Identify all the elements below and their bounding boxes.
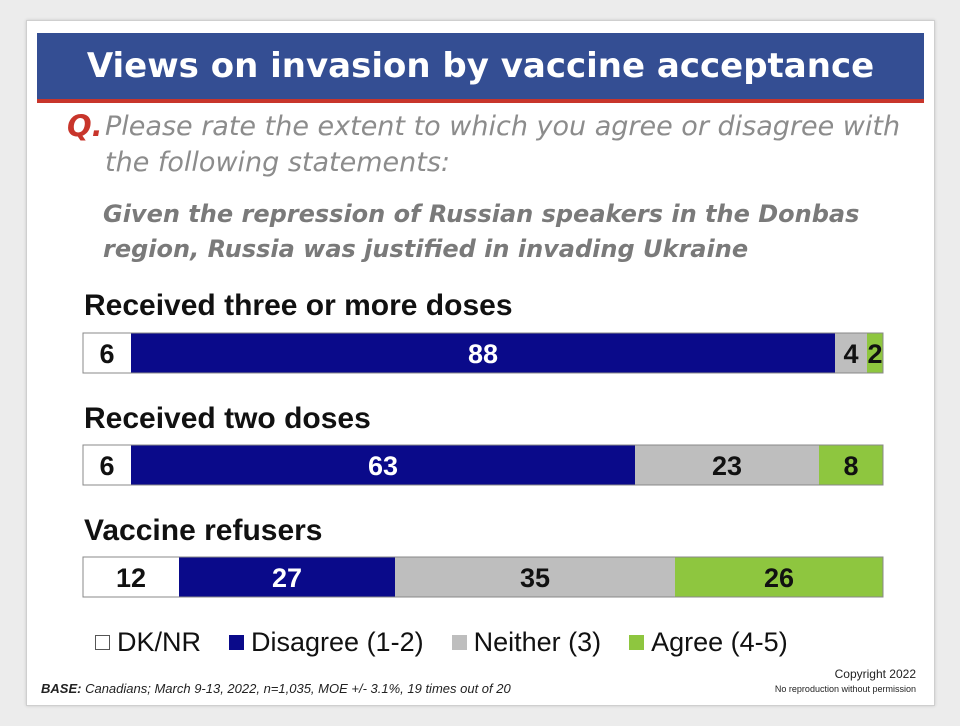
legend-swatch-dknr bbox=[95, 635, 110, 650]
bar-segment-0-0 bbox=[83, 333, 131, 373]
legend-label-disagree: Disagree (1-2) bbox=[251, 627, 424, 657]
bar-segment-0-1 bbox=[131, 333, 835, 373]
base-label: BASE: bbox=[41, 681, 82, 696]
bar-label-0-3: 2 bbox=[867, 339, 882, 369]
base-text: Canadians; March 9-13, 2022, n=1,035, MO… bbox=[85, 681, 511, 696]
legend: DK/NR Disagree (1-2) Neither (3) Agree (… bbox=[95, 627, 816, 658]
copyright: Copyright 2022 No reproduction without p… bbox=[775, 667, 916, 694]
bar-label-1-3: 8 bbox=[843, 451, 858, 481]
bar-frame-0 bbox=[82, 332, 884, 374]
bar-label-2-1: 27 bbox=[272, 563, 302, 593]
bar-segment-1-1 bbox=[131, 445, 635, 485]
stacked-bar-chart: 6 88 4 26 63 23 812 27 35 26 bbox=[82, 332, 884, 598]
copyright-notice: No reproduction without permission bbox=[774, 684, 916, 694]
legend-label-neither: Neither (3) bbox=[473, 627, 602, 657]
question-text: Please rate the extent to which you agre… bbox=[105, 111, 901, 178]
bar-label-1-2: 23 bbox=[712, 451, 742, 481]
legend-swatch-agree bbox=[629, 635, 645, 650]
bar-label-1-1: 63 bbox=[368, 451, 398, 481]
slide: Views on invasion by vaccine acceptance … bbox=[26, 20, 935, 706]
category-label-1: Received two doses bbox=[84, 402, 371, 435]
chart-title: Views on invasion by vaccine acceptance bbox=[86, 46, 875, 86]
legend-item-dknr: DK/NR bbox=[95, 627, 201, 658]
category-label-0: Received three or more doses bbox=[84, 289, 513, 322]
copyright-text: Copyright 2022 bbox=[834, 667, 916, 681]
bar-label-2-0: 12 bbox=[116, 563, 146, 593]
bar-frame-2 bbox=[82, 556, 884, 598]
bar-segment-2-3 bbox=[675, 557, 883, 597]
bar-segment-0-3 bbox=[867, 333, 883, 373]
bar-frame-1 bbox=[82, 444, 884, 486]
bar-segment-0-2 bbox=[835, 333, 867, 373]
base-note: BASE: Canadians; March 9-13, 2022, n=1,0… bbox=[41, 681, 511, 696]
bar-segment-1-2 bbox=[635, 445, 819, 485]
title-bar: Views on invasion by vaccine acceptance bbox=[37, 33, 924, 103]
bar-segment-2-0 bbox=[83, 557, 179, 597]
legend-item-neither: Neither (3) bbox=[451, 627, 602, 658]
legend-item-agree: Agree (4-5) bbox=[629, 627, 788, 658]
bar-segment-2-2 bbox=[395, 557, 675, 597]
legend-item-disagree: Disagree (1-2) bbox=[229, 627, 424, 658]
bar-segment-1-0 bbox=[83, 445, 131, 485]
statement-text: Given the repression of Russian speakers… bbox=[103, 200, 860, 263]
category-label-2: Vaccine refusers bbox=[84, 514, 323, 547]
bar-label-1-0: 6 bbox=[99, 451, 114, 481]
legend-label-agree: Agree (4-5) bbox=[651, 627, 788, 657]
legend-swatch-neither bbox=[451, 635, 467, 650]
bar-label-0-0: 6 bbox=[99, 339, 114, 369]
bar-label-2-2: 35 bbox=[520, 563, 550, 593]
bar-label-0-1: 88 bbox=[468, 339, 498, 369]
legend-swatch-disagree bbox=[229, 635, 245, 650]
bar-segment-2-1 bbox=[179, 557, 395, 597]
bar-segment-1-3 bbox=[819, 445, 883, 485]
question-mark: Q. bbox=[67, 109, 103, 143]
bar-label-2-3: 26 bbox=[764, 563, 794, 593]
bar-label-0-2: 4 bbox=[843, 339, 858, 369]
legend-label-dknr: DK/NR bbox=[117, 627, 202, 657]
